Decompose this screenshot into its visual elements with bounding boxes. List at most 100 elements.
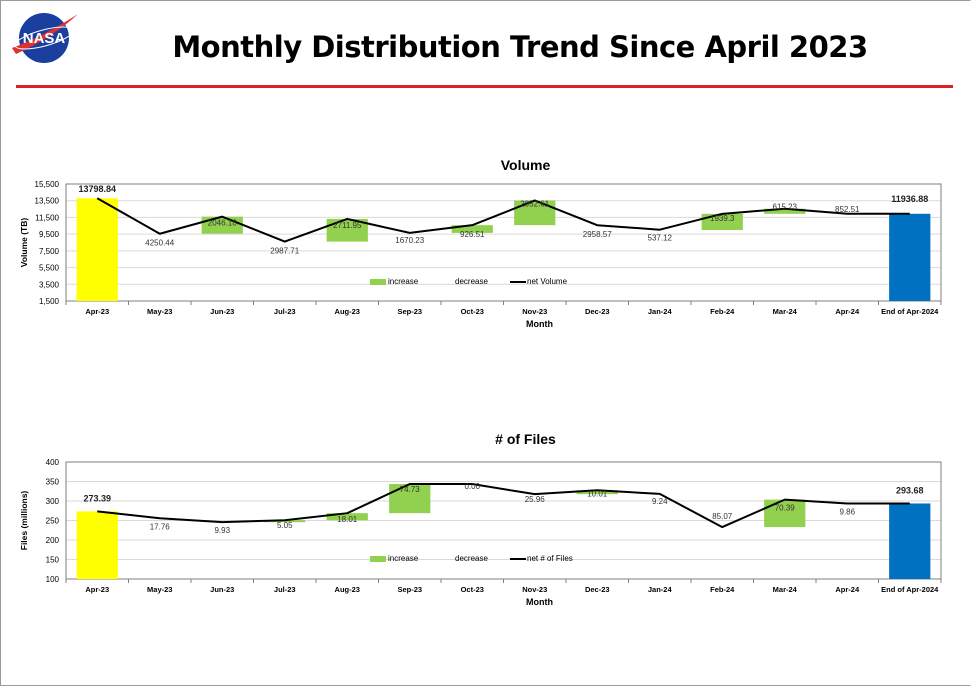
y-tick-label: 150 [46, 556, 60, 565]
y-tick-label: 11,500 [35, 213, 59, 222]
increase-bar [764, 208, 806, 214]
y-axis-label: Files (millions) [19, 491, 29, 551]
y-tick-label: 9,500 [39, 230, 60, 239]
y-tick-label: 1,500 [39, 297, 60, 306]
y-tick-label: 15,500 [35, 180, 60, 189]
data-label: 85.07 [712, 512, 733, 521]
data-label: 852.51 [835, 205, 860, 214]
data-label: 70.39 [775, 504, 796, 513]
data-label: 11936.88 [891, 194, 928, 204]
nasa-logo-vector-icon [12, 14, 78, 54]
data-label: 10.01 [587, 489, 608, 498]
end-bar [889, 213, 931, 301]
end-bar [889, 503, 931, 579]
y-tick-label: 400 [46, 458, 60, 467]
x-tick-label: Sep-23 [397, 585, 422, 594]
data-label: 5.05 [277, 521, 293, 530]
x-tick-label: Aug-23 [335, 307, 360, 316]
increase-bar [451, 225, 493, 233]
data-label: 2952.61 [520, 199, 549, 208]
x-tick-label: Jul-23 [274, 307, 296, 316]
data-label: 615.23 [773, 203, 798, 212]
x-tick-label: Feb-24 [710, 585, 735, 594]
data-label: 2958.57 [583, 230, 612, 239]
x-tick-label: Jan-24 [648, 307, 673, 316]
plot-area [65, 183, 942, 302]
x-tick-label: May-23 [147, 307, 172, 316]
data-label: 926.51 [460, 230, 485, 239]
x-tick-label: Apr-23 [85, 307, 109, 316]
x-tick-label: Dec-23 [585, 585, 610, 594]
x-tick-label: Jun-23 [210, 585, 234, 594]
x-tick-label: Oct-23 [461, 307, 484, 316]
increase-bar [514, 200, 556, 226]
data-label: 1670.23 [395, 236, 424, 245]
data-label: 17.76 [150, 522, 171, 531]
legend-increase-swatch [370, 556, 386, 562]
data-label: 537.12 [648, 234, 673, 243]
data-label: 25.96 [525, 495, 546, 504]
legend-increase-label: increase [388, 277, 419, 286]
x-tick-label: Jun-23 [210, 307, 234, 316]
x-tick-label: Apr-24 [835, 307, 860, 316]
data-label: 18.01 [337, 515, 358, 524]
y-tick-label: 200 [46, 536, 60, 545]
data-label: 0.00 [464, 482, 480, 491]
x-tick-label: Jan-24 [648, 585, 673, 594]
data-label: 9.93 [214, 526, 230, 535]
increase-bar [576, 490, 618, 495]
x-tick-label: End of Apr-2024 [881, 307, 939, 316]
x-tick-label: May-23 [147, 585, 172, 594]
x-tick-label: Feb-24 [710, 307, 735, 316]
legend-line-label: net # of Files [527, 554, 573, 563]
data-label: 9.86 [839, 507, 855, 516]
x-tick-label: Apr-23 [85, 585, 109, 594]
net-line [96, 197, 910, 243]
data-label: 1939.3 [710, 214, 735, 223]
y-tick-label: 300 [46, 497, 60, 506]
data-label: 2711.95 [333, 221, 362, 230]
x-tick-label: Dec-23 [585, 307, 610, 316]
data-label: 9.24 [652, 497, 668, 506]
legend-increase-label: increase [388, 554, 419, 563]
y-tick-label: 350 [46, 478, 60, 487]
net-line [97, 483, 910, 529]
x-tick-label: Sep-23 [397, 307, 422, 316]
chart-title: Volume [501, 157, 551, 173]
y-tick-label: 5,500 [39, 264, 60, 273]
x-tick-label: Nov-23 [522, 307, 547, 316]
chart-title: # of Files [495, 431, 556, 447]
legend-decrease-label: decrease [455, 277, 488, 286]
x-tick-label: Oct-23 [461, 585, 484, 594]
data-label: 293.68 [896, 485, 924, 495]
x-axis-label: Month [526, 597, 553, 607]
nasa-logo-text: NASA [23, 30, 66, 47]
x-tick-label: Aug-23 [335, 585, 360, 594]
y-tick-label: 100 [46, 575, 60, 584]
legend-increase-swatch [370, 279, 386, 285]
y-tick-label: 7,500 [39, 247, 60, 256]
legend-decrease-label: decrease [455, 554, 488, 563]
start-bar [76, 511, 118, 579]
x-tick-label: Mar-24 [773, 585, 798, 594]
title-rule [16, 85, 953, 88]
increase-bar [701, 213, 743, 231]
increase-bar [764, 499, 806, 528]
data-label: 74.73 [400, 485, 421, 494]
y-tick-label: 3,500 [39, 280, 60, 289]
x-tick-label: Jul-23 [274, 585, 296, 594]
y-tick-label: 250 [46, 517, 60, 526]
page-title: Monthly Distribution Trend Since April 2… [172, 30, 868, 64]
x-tick-label: Mar-24 [773, 307, 798, 316]
increase-bar [389, 484, 431, 514]
start-bar [76, 198, 118, 301]
legend-line-label: net Volume [527, 277, 568, 286]
nasa-logo: NASA [12, 13, 78, 63]
data-label: 2987.71 [270, 247, 299, 256]
data-label: 13798.84 [78, 184, 116, 194]
volume-chart: Volume 1,500 3,500 5,500 7,500 9,500 11,500 13,… [19, 157, 942, 329]
y-tick-label: 13,500 [35, 197, 60, 206]
increase-bar [326, 218, 368, 242]
x-tick-label: End of Apr-2024 [881, 585, 939, 594]
